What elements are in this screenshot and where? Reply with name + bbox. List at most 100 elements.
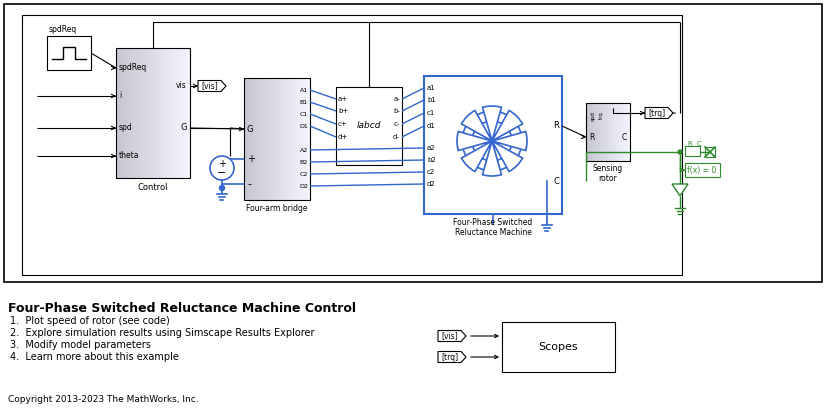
Text: Sensing
rotor: Sensing rotor — [592, 164, 623, 183]
Text: theta: theta — [119, 152, 139, 161]
Bar — [277, 78, 279, 200]
Wedge shape — [482, 106, 501, 141]
Bar — [248, 78, 251, 200]
Bar — [131, 48, 133, 178]
Bar — [165, 48, 168, 178]
Text: spd: spd — [119, 123, 132, 133]
Bar — [251, 78, 252, 200]
Text: 3.  Modify model parameters: 3. Modify model parameters — [10, 340, 151, 350]
Bar — [616, 103, 618, 161]
Bar — [607, 103, 609, 161]
Bar — [173, 48, 175, 178]
Text: B2: B2 — [299, 159, 308, 164]
Bar — [619, 103, 620, 161]
Bar — [183, 48, 185, 178]
Bar — [155, 48, 158, 178]
Bar — [141, 48, 143, 178]
Bar — [178, 48, 180, 178]
Bar — [284, 78, 285, 200]
Text: Four-Phase Switched
Reluctance Machine: Four-Phase Switched Reluctance Machine — [453, 218, 532, 237]
Bar — [255, 78, 257, 200]
Bar — [299, 78, 301, 200]
Text: b2: b2 — [427, 157, 435, 163]
Text: b-: b- — [393, 108, 399, 114]
Text: [trq]: [trq] — [648, 109, 665, 118]
Text: c+: c+ — [337, 121, 347, 127]
Circle shape — [219, 185, 224, 190]
Text: d-: d- — [393, 134, 399, 140]
Bar — [257, 78, 259, 200]
Bar — [292, 78, 294, 200]
Text: D1: D1 — [299, 123, 308, 128]
Bar — [704, 147, 715, 157]
Text: spdReq: spdReq — [49, 25, 77, 34]
Bar — [143, 48, 146, 178]
Bar — [252, 78, 255, 200]
Bar — [610, 103, 612, 161]
Bar — [185, 48, 187, 178]
Polygon shape — [437, 351, 466, 363]
Text: R: R — [686, 141, 691, 147]
Bar — [275, 78, 277, 200]
Text: b1: b1 — [427, 97, 435, 103]
Bar — [591, 103, 593, 161]
Bar — [187, 48, 189, 178]
Text: b+: b+ — [337, 108, 348, 114]
Text: R: R — [552, 121, 558, 131]
Text: D2: D2 — [299, 183, 308, 188]
Bar — [289, 78, 292, 200]
Text: spd: spd — [590, 111, 595, 121]
Text: 2.  Explore simulation results using Simscape Results Explorer: 2. Explore simulation results using Sims… — [10, 328, 314, 338]
Bar — [261, 78, 264, 200]
Text: C1: C1 — [299, 112, 308, 116]
Polygon shape — [198, 81, 226, 92]
Bar — [163, 48, 165, 178]
Bar — [175, 48, 178, 178]
Bar — [121, 48, 123, 178]
Bar — [294, 78, 296, 200]
Bar — [590, 103, 591, 161]
Bar — [259, 78, 261, 200]
Bar — [126, 48, 128, 178]
Circle shape — [210, 156, 234, 180]
Bar — [599, 103, 600, 161]
Bar — [626, 103, 628, 161]
Bar — [285, 78, 288, 200]
Bar — [606, 103, 607, 161]
Bar — [264, 78, 265, 200]
Text: C2: C2 — [299, 171, 308, 176]
Circle shape — [471, 121, 511, 161]
Text: −: − — [217, 168, 227, 178]
Bar — [244, 78, 246, 200]
Text: A2: A2 — [299, 147, 308, 152]
Text: Control: Control — [137, 183, 168, 192]
Bar — [612, 103, 613, 161]
Text: G: G — [180, 123, 187, 133]
Polygon shape — [672, 184, 687, 196]
Text: d+: d+ — [337, 134, 348, 140]
Text: C: C — [621, 133, 626, 142]
Text: 1.  Plot speed of rotor (see code): 1. Plot speed of rotor (see code) — [10, 316, 170, 326]
Text: Copyright 2013-2023 The MathWorks, Inc.: Copyright 2013-2023 The MathWorks, Inc. — [8, 395, 198, 404]
Bar — [151, 48, 153, 178]
Text: -: - — [246, 179, 251, 189]
Text: G: G — [246, 124, 253, 133]
Circle shape — [677, 150, 681, 154]
Text: +: + — [246, 154, 255, 164]
Text: a-: a- — [393, 96, 399, 102]
Wedge shape — [491, 131, 526, 150]
Wedge shape — [457, 131, 491, 150]
Text: C: C — [552, 176, 558, 185]
Text: c-: c- — [393, 121, 399, 127]
Bar — [136, 48, 138, 178]
Bar — [270, 78, 272, 200]
Bar — [22, 15, 681, 275]
Bar — [336, 87, 402, 165]
Bar — [160, 48, 163, 178]
Bar — [265, 78, 268, 200]
Bar — [586, 103, 587, 161]
Wedge shape — [461, 141, 491, 171]
Bar — [595, 103, 597, 161]
Wedge shape — [461, 110, 491, 141]
Bar — [301, 78, 303, 200]
